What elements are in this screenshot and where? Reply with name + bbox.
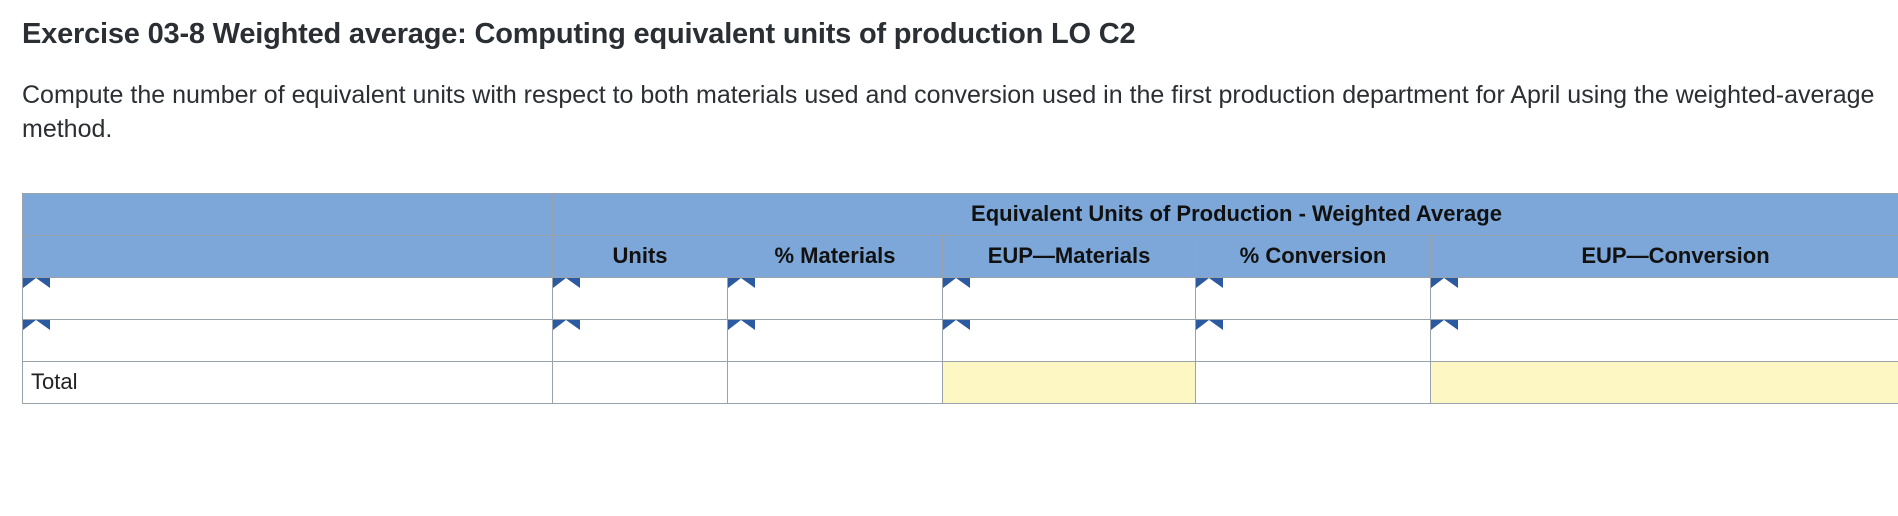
row1-pctconv-input[interactable] <box>1204 278 1422 319</box>
exercise-title: Exercise 03-8 Weighted average: Computin… <box>22 18 1876 51</box>
table-row <box>23 319 1898 361</box>
row1-units-cell[interactable] <box>553 277 728 319</box>
row2-label-cell[interactable] <box>23 319 553 361</box>
row2-eupconv-input[interactable] <box>1439 320 1898 361</box>
row2-pctmat-input[interactable] <box>736 320 934 361</box>
row1-eupmat-cell[interactable] <box>943 277 1196 319</box>
col-header-units: Units <box>553 235 728 277</box>
row1-label-cell[interactable] <box>23 277 553 319</box>
row1-pctmat-input[interactable] <box>736 278 934 319</box>
row2-pctmat-cell[interactable] <box>728 319 943 361</box>
row2-pctconv-input[interactable] <box>1204 320 1422 361</box>
row2-pctconv-cell[interactable] <box>1196 319 1431 361</box>
row1-pctconv-cell[interactable] <box>1196 277 1431 319</box>
row2-label-input[interactable] <box>31 320 544 361</box>
row1-label-input[interactable] <box>31 278 544 319</box>
row1-eupconv-input[interactable] <box>1439 278 1898 319</box>
row2-eupmat-cell[interactable] <box>943 319 1196 361</box>
table-row-label-header <box>23 193 553 235</box>
row2-units-input[interactable] <box>561 320 719 361</box>
total-eupconv-cell <box>1431 361 1898 403</box>
col-header-pct-conversion: % Conversion <box>1196 235 1431 277</box>
col-header-eup-conversion: EUP—Conversion <box>1431 235 1898 277</box>
row1-units-input[interactable] <box>561 278 719 319</box>
table-total-row: Total <box>23 361 1898 403</box>
total-pctmat-cell <box>728 361 943 403</box>
table-row <box>23 277 1898 319</box>
col-header-pct-materials: % Materials <box>728 235 943 277</box>
total-label: Total <box>23 361 553 403</box>
exercise-instructions: Compute the number of equivalent units w… <box>22 79 1876 147</box>
row2-eupconv-cell[interactable] <box>1431 319 1898 361</box>
row2-units-cell[interactable] <box>553 319 728 361</box>
col-header-eup-materials: EUP—Materials <box>943 235 1196 277</box>
table-title-header: Equivalent Units of Production - Weighte… <box>553 193 1898 235</box>
total-pctconv-cell <box>1196 361 1431 403</box>
col-header-label <box>23 235 553 277</box>
total-eupmat-cell <box>943 361 1196 403</box>
row1-eupconv-cell[interactable] <box>1431 277 1898 319</box>
row1-eupmat-input[interactable] <box>951 278 1187 319</box>
row2-eupmat-input[interactable] <box>951 320 1187 361</box>
eup-table: Equivalent Units of Production - Weighte… <box>22 193 1898 404</box>
total-units-cell <box>553 361 728 403</box>
row1-pctmat-cell[interactable] <box>728 277 943 319</box>
